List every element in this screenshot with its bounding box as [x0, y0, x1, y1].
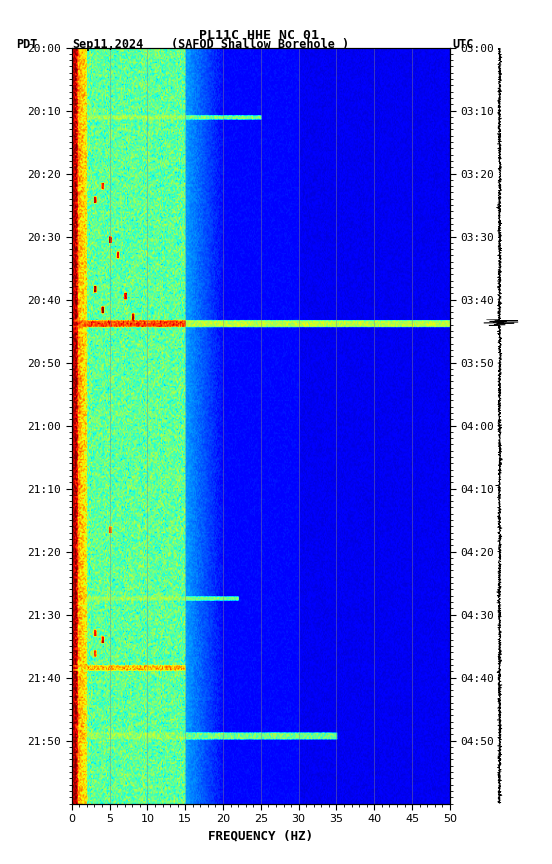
Text: PDT: PDT	[17, 38, 38, 51]
Text: Sep11,2024: Sep11,2024	[72, 38, 143, 51]
Text: PL11C HHE NC 01: PL11C HHE NC 01	[199, 29, 320, 42]
Text: (SAFOD Shallow Borehole ): (SAFOD Shallow Borehole )	[171, 38, 349, 51]
Text: UTC: UTC	[453, 38, 474, 51]
X-axis label: FREQUENCY (HZ): FREQUENCY (HZ)	[208, 829, 314, 842]
